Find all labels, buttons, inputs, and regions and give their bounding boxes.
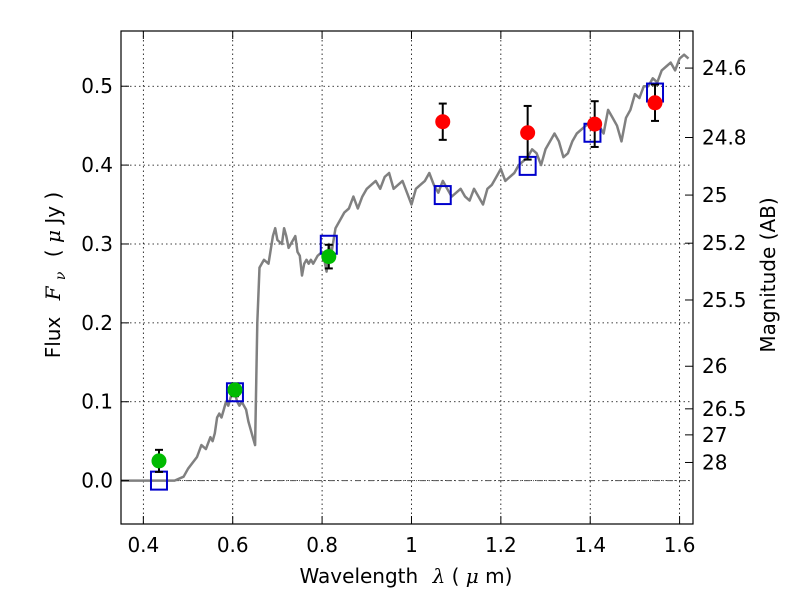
y2-tick-label: 25 <box>702 183 727 207</box>
y-tick-label: 0.2 <box>81 311 113 335</box>
model-point-square <box>433 185 452 206</box>
green-data-point <box>227 382 243 398</box>
y2-tick-label: 26.5 <box>702 397 747 421</box>
y-tick-label: 0.3 <box>81 232 113 256</box>
sed-line-path <box>121 53 690 482</box>
model-sed-line <box>121 53 690 482</box>
y-tick-label: 0.5 <box>81 74 113 98</box>
y-tick-label: 0.4 <box>81 153 113 177</box>
y-tick-label: 0.1 <box>81 390 113 414</box>
tick-labels: 0.4 0.6 0.8 1 1.2 1.4 1.6 0.0 0.1 0.2 0.3 0.4 0.5 24.… <box>81 56 746 557</box>
y2-tick-label: 25.2 <box>702 231 747 255</box>
y2-tick-label: 25.5 <box>702 288 747 312</box>
y-tick-label: 0.0 <box>81 469 113 493</box>
red-data-point <box>520 125 536 141</box>
x-tick-label: 1.4 <box>574 533 606 557</box>
photometry-markers <box>149 82 665 491</box>
y2-tick-label: 24.6 <box>702 56 747 80</box>
x-tick-label: 1 <box>405 533 418 557</box>
red-data-point <box>647 95 663 111</box>
x-tick-label: 0.4 <box>127 533 159 557</box>
x-axis-title: Wavelength λ ( μ m) <box>300 564 513 588</box>
red-data-point <box>587 116 603 132</box>
green-data-point <box>321 249 337 265</box>
x-tick-label: 1.6 <box>664 533 696 557</box>
y-axis-title: Flux F ν ( μ Jy ) <box>41 192 70 359</box>
plot-frame <box>120 30 694 525</box>
grid <box>121 31 693 524</box>
y2-tick-label: 24.8 <box>702 125 747 149</box>
green-data-point <box>151 453 167 469</box>
x-tick-label: 1.2 <box>485 533 517 557</box>
y2-tick-label: 27 <box>702 423 727 447</box>
y2-tick-label: 28 <box>702 450 727 474</box>
x-tick-label: 0.6 <box>217 533 249 557</box>
axes-frame <box>120 30 694 525</box>
y2-tick-label: 26 <box>702 354 727 378</box>
y2-axis-title: Magnitude (AB) <box>756 197 780 352</box>
red-data-point <box>435 114 451 130</box>
x-tick-label: 0.8 <box>306 533 338 557</box>
